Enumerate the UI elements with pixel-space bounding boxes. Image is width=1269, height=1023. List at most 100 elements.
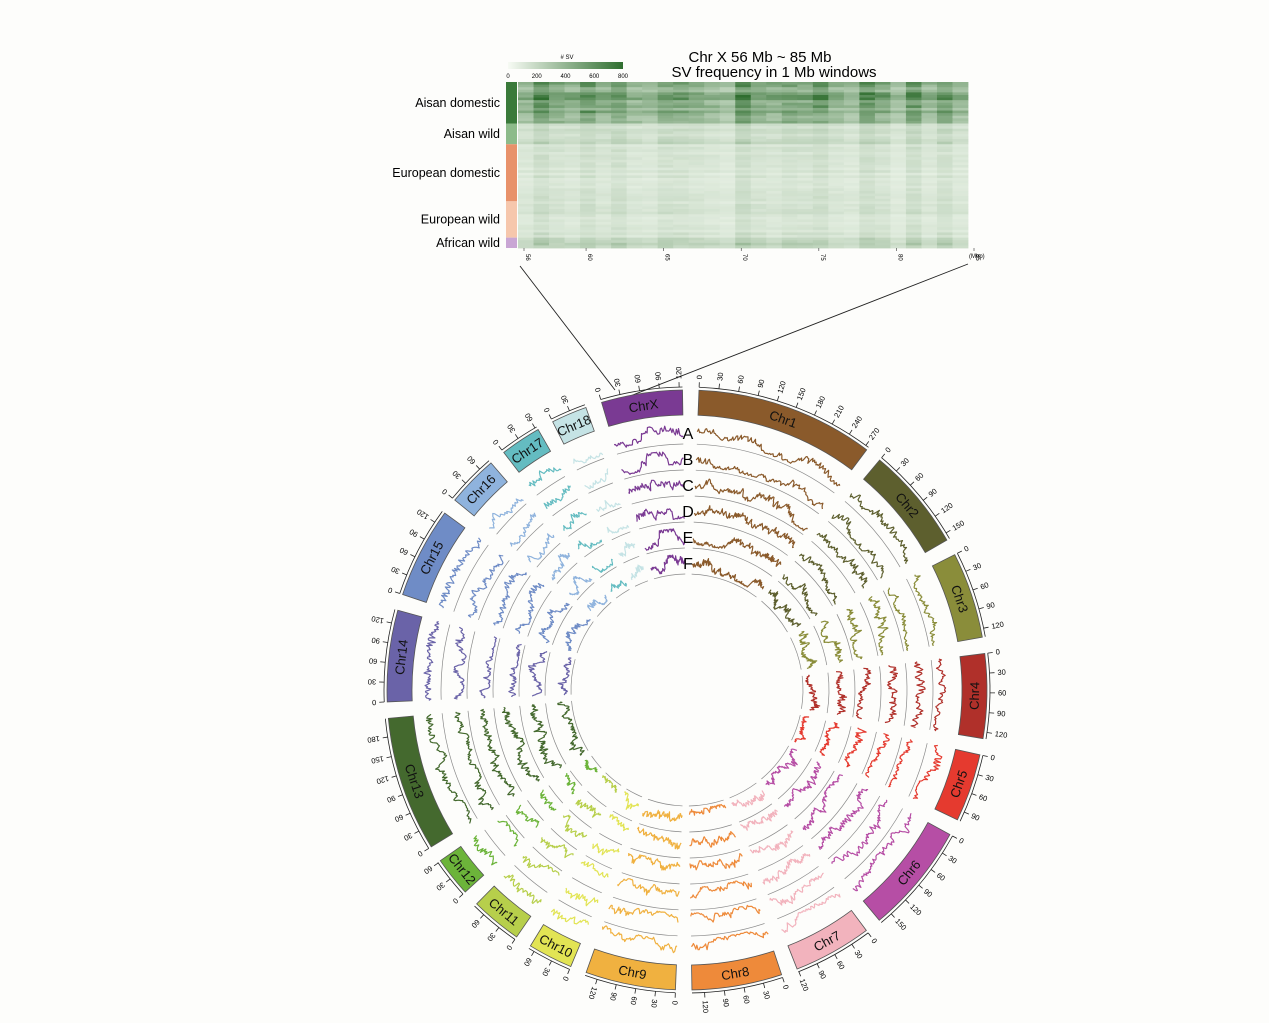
tick-label: 30 (649, 999, 659, 1008)
heatmap-cell (704, 113, 721, 117)
heatmap-cell (797, 131, 814, 135)
heatmap-cell (611, 180, 628, 184)
heatmap-cell (564, 227, 581, 231)
heatmap-cell (921, 175, 938, 179)
heatmap-cell (518, 139, 534, 143)
heatmap-cell (812, 146, 829, 150)
heatmap-cell (905, 128, 922, 132)
heatmap-cell (843, 154, 860, 158)
heatmap-cell (719, 196, 736, 200)
heatmap-cell (719, 240, 736, 244)
tick-label: 0 (957, 836, 965, 846)
zoom-connectors (519, 263, 969, 399)
sv-track-line (819, 721, 840, 756)
heatmap-cell (549, 219, 565, 223)
sv-track-line (865, 732, 890, 778)
heatmap-cell (797, 146, 814, 150)
sv-track-line (642, 809, 683, 822)
heatmap-cell (766, 123, 783, 127)
heatmap-cell (657, 245, 674, 249)
heatmap-cell (921, 157, 938, 161)
tick-mark (495, 927, 500, 932)
heatmap-cell (812, 229, 829, 233)
heatmap-cell (657, 216, 674, 220)
heatmap-cell (890, 128, 907, 132)
heatmap-cell (642, 131, 659, 135)
heatmap-cell (766, 94, 783, 98)
heatmap-cell (812, 97, 829, 101)
heatmap-cell (890, 224, 907, 228)
heatmap-cell (626, 105, 643, 109)
tick-mark (514, 434, 519, 439)
heatmap-cell (859, 180, 876, 184)
heatmap-cell (921, 209, 938, 213)
heatmap-cell (657, 188, 674, 192)
heatmap-cell (750, 235, 767, 239)
heatmap-cell (595, 198, 612, 202)
heatmap-cell (657, 177, 674, 181)
heatmap-cell (564, 214, 581, 218)
heatmap-cell (828, 183, 845, 187)
heatmap-cell (673, 188, 690, 192)
track-baseline (516, 523, 544, 551)
heatmap-cell (890, 131, 907, 135)
heatmap-cell (533, 242, 550, 246)
track-baseline (646, 547, 685, 555)
heatmap-cell (890, 211, 907, 215)
heatmap-cell (533, 177, 550, 181)
heatmap-cell (797, 110, 814, 114)
heatmap-cell (580, 154, 596, 158)
heatmap-cell (812, 170, 829, 174)
heatmap-cell (657, 118, 674, 122)
heatmap-cell (564, 185, 581, 189)
heatmap-cell (626, 149, 643, 153)
heatmap-cell (735, 141, 752, 145)
heatmap-cell (766, 203, 783, 207)
heatmap-cell (812, 190, 829, 194)
heatmap-cell (843, 206, 860, 210)
heatmap-cell (657, 128, 674, 132)
heatmap-cell (766, 190, 783, 194)
heatmap-cell (719, 152, 736, 156)
heatmap-cell (921, 97, 938, 101)
heatmap-cell (797, 180, 814, 184)
heatmap-cell (704, 216, 721, 220)
sv-track-line (550, 908, 589, 925)
heatmap-cell (843, 82, 860, 85)
ideogram-chr8 (691, 950, 783, 991)
heatmap-cell (595, 188, 612, 192)
heatmap-cell (595, 193, 612, 197)
heatmap-cell (657, 222, 674, 226)
heatmap-cell (533, 126, 550, 130)
heatmap-cell (704, 128, 721, 132)
heatmap-cell (766, 229, 783, 233)
heatmap-cell (657, 89, 674, 93)
heatmap-cell (626, 188, 643, 192)
heatmap-cell (642, 123, 659, 127)
heatmap-cell (564, 219, 581, 223)
heatmap-cell (704, 126, 721, 130)
heatmap-cell (921, 131, 938, 135)
heatmap-cell (580, 126, 596, 130)
tick-mark (382, 736, 388, 739)
heatmap-cell (874, 183, 891, 187)
tick-mark (410, 554, 416, 558)
heatmap-cell (735, 167, 752, 171)
heatmap-cell (642, 159, 659, 163)
heatmap-cell (719, 89, 736, 93)
heatmap-cell (518, 84, 534, 88)
heatmap-cell (518, 149, 534, 153)
heatmap-cell (797, 87, 814, 91)
heatmap-cell (611, 235, 628, 239)
heatmap-cell (626, 165, 643, 168)
heatmap-cell (642, 126, 659, 130)
heatmap-cell (859, 185, 876, 189)
heatmap-cell (936, 131, 953, 135)
chromosome-label: Chr9 (617, 962, 648, 982)
heatmap-cell (595, 170, 612, 174)
sv-track-line (580, 861, 609, 878)
track-baseline (441, 713, 478, 819)
heatmap-cell (518, 105, 534, 109)
